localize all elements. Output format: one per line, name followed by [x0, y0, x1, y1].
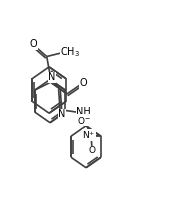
- Text: N: N: [58, 109, 66, 119]
- Text: CH$_3$: CH$_3$: [61, 45, 80, 59]
- Text: O: O: [29, 39, 37, 49]
- Text: N$^{+}$: N$^{+}$: [82, 129, 95, 141]
- Text: O: O: [89, 146, 96, 155]
- Text: N: N: [48, 72, 56, 82]
- Text: NH: NH: [76, 107, 91, 117]
- Text: O$^{-}$: O$^{-}$: [77, 115, 91, 126]
- Text: O: O: [79, 78, 87, 88]
